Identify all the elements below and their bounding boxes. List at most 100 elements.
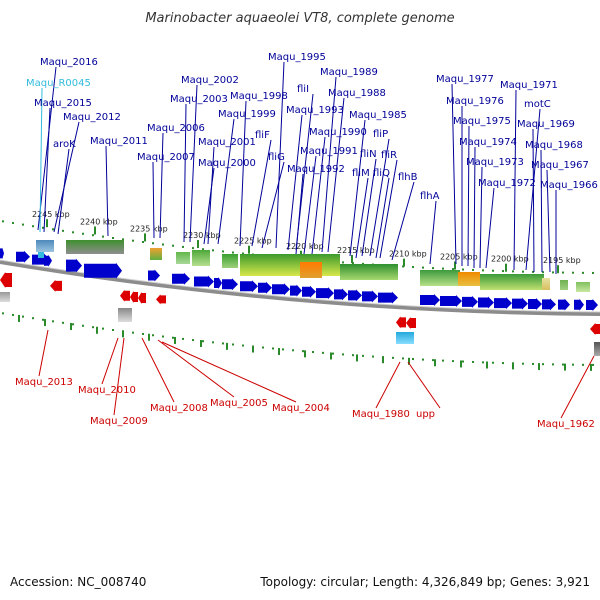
gene-arrow-plus — [272, 283, 290, 296]
scale-dot — [582, 363, 584, 366]
leader-line — [287, 114, 303, 251]
scale-major-tick — [252, 345, 254, 353]
kbp-label: 2200 kbp — [491, 255, 529, 264]
feature-block — [420, 270, 460, 286]
leader-line — [57, 148, 70, 235]
rna-feature — [38, 252, 44, 258]
gene-arrow-plus — [66, 258, 82, 273]
scale-dot — [132, 331, 134, 334]
gene-label-top: Maqu_R0045 — [26, 78, 91, 89]
gene-label-top: flhA — [420, 191, 440, 202]
scale-dot — [562, 363, 564, 366]
gene-arrow-plus — [148, 269, 160, 282]
gene-arrow-plus — [44, 254, 52, 267]
scale-dot — [242, 344, 244, 347]
gene-label-top: Maqu_1999 — [218, 109, 276, 120]
gene-arrow-plus — [420, 294, 440, 307]
scale-major-tick — [403, 258, 405, 267]
gene-label-bottom: Maqu_2004 — [272, 403, 330, 414]
leader-line — [152, 161, 155, 239]
kbp-label: 2195 kbp — [543, 256, 581, 265]
leader-line — [101, 337, 119, 385]
gene-label-top: fliQ — [373, 168, 390, 179]
scale-dot — [562, 271, 564, 274]
scale-dot — [402, 357, 404, 360]
gene-label-top: Maqu_1998 — [230, 91, 288, 102]
gene-arrow-plus — [362, 290, 378, 303]
scale-dot — [192, 247, 194, 250]
gene-label-top: Maqu_1974 — [459, 137, 517, 148]
leader-line — [321, 76, 337, 253]
scale-dot — [232, 343, 234, 346]
feature-block — [542, 278, 550, 290]
scale-dot — [92, 234, 94, 237]
top-gene-labels: Maqu_2016 Maqu_R0045 Maqu_2015 Maqu_2012aro… — [26, 52, 598, 202]
scale-dot — [532, 362, 534, 365]
scale-dot — [342, 261, 344, 264]
gene-arrow-minus — [590, 322, 600, 335]
scale-major-tick — [144, 233, 146, 242]
scale-dot — [352, 262, 354, 265]
scale-dot — [432, 359, 434, 362]
gene-label-top: fliM — [352, 168, 370, 179]
scale-dot — [222, 250, 224, 253]
scale-major-tick — [197, 240, 199, 249]
scale-dot — [102, 235, 104, 238]
kbp-label: 2230 kbp — [183, 231, 221, 240]
scale-dot — [242, 252, 244, 255]
gene-label-top: fliR — [381, 150, 397, 161]
leader-line — [251, 139, 272, 247]
scale-dot — [152, 242, 154, 245]
scale-major-tick — [505, 263, 507, 272]
map-title: Marinobacter aquaeolei VT8, complete gen… — [145, 11, 454, 26]
scale-dot — [162, 335, 164, 338]
feature-block — [66, 240, 124, 254]
gene-label-top: Maqu_2001 — [198, 137, 256, 148]
scale-major-tick — [174, 336, 176, 344]
gene-label-top: Maqu_2006 — [147, 123, 205, 134]
gene-label-top: Maqu_2012 — [63, 112, 121, 123]
scale-dot — [142, 332, 144, 335]
gene-label-top: motC — [524, 99, 551, 110]
leader-line — [37, 66, 57, 231]
gene-label-top: fliP — [373, 129, 388, 140]
kbp-label: 2205 kbp — [440, 253, 478, 262]
gene-arrow-plus — [0, 247, 4, 260]
feature-blocks — [0, 240, 600, 356]
scale-dot — [502, 270, 504, 273]
scale-dot — [542, 271, 544, 274]
scale-major-tick — [557, 265, 559, 274]
feature-block — [118, 308, 132, 322]
leader-line — [429, 200, 437, 265]
leader-line — [217, 118, 235, 245]
feature-block — [396, 332, 414, 344]
gene-label-top: Maqu_2000 — [198, 158, 256, 169]
scale-dot — [92, 326, 94, 329]
scale-dot — [102, 327, 104, 330]
leader-line — [479, 166, 483, 269]
scale-major-tick — [538, 363, 540, 371]
scale-dot — [182, 245, 184, 248]
scale-dot — [172, 244, 174, 247]
gene-label-top: Maqu_1988 — [328, 88, 386, 99]
leader-line — [375, 177, 390, 259]
kbp-label: 2215 kbp — [337, 246, 375, 255]
scale-dot — [332, 352, 334, 355]
scale-dot — [572, 271, 574, 274]
gene-arrow-plus — [16, 250, 30, 263]
leader-line — [141, 337, 175, 403]
feature-block — [240, 254, 340, 276]
leader-line — [159, 132, 164, 239]
gene-arrow-minus — [120, 289, 130, 302]
gene-arrow-plus — [478, 296, 494, 309]
scale-dot — [522, 270, 524, 273]
leader-line — [303, 155, 317, 255]
scale-major-tick — [512, 362, 514, 370]
topology-text: Topology: circular; Length: 4,326,849 bp… — [259, 575, 590, 589]
leader-line — [38, 329, 49, 377]
scale-dot — [572, 363, 574, 366]
gene-arrow-minus — [0, 271, 12, 288]
feature-block — [36, 240, 54, 252]
scale-dot — [552, 363, 554, 366]
